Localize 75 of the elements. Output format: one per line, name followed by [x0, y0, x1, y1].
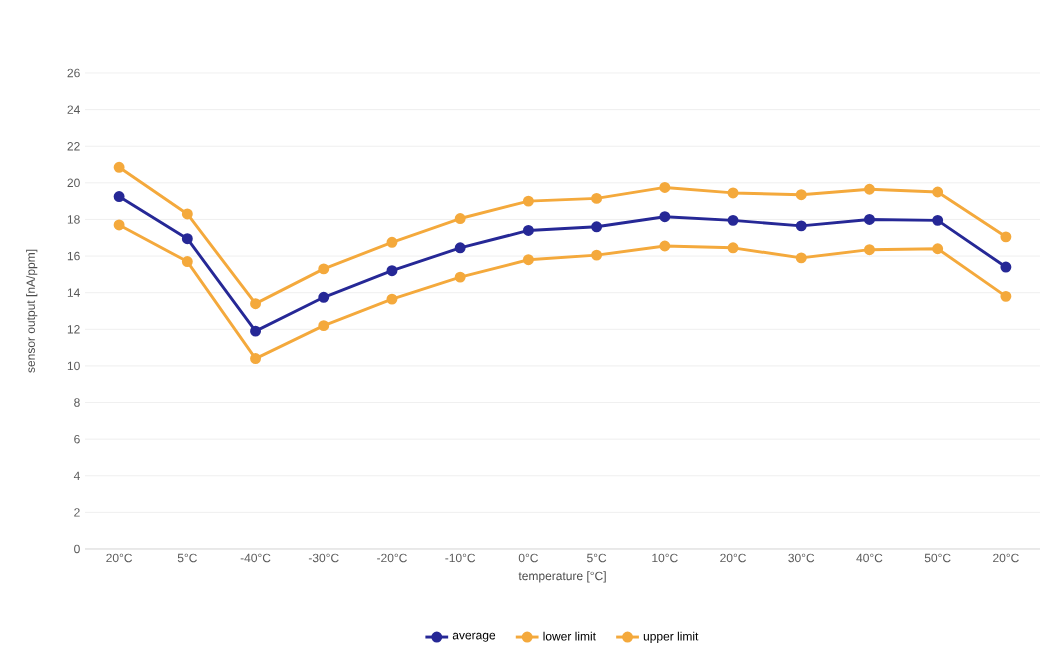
- point: [727, 187, 739, 199]
- point: [454, 213, 466, 225]
- point: [113, 191, 125, 203]
- point: [113, 219, 125, 231]
- point: [795, 220, 807, 232]
- point: [864, 244, 875, 256]
- x-axis-title: temperature [°C]: [518, 571, 606, 583]
- point: [727, 242, 739, 254]
- point: [932, 243, 944, 255]
- point: [386, 236, 398, 248]
- point: [454, 242, 466, 254]
- point: [181, 256, 193, 268]
- y-axis-title: sensor output [nA/ppm]: [26, 249, 38, 373]
- y-tick-label: 24: [67, 105, 80, 114]
- y-tick-label: 18: [67, 215, 80, 224]
- point: [932, 214, 944, 226]
- y-tick-label: 14: [67, 288, 80, 297]
- legend-label: lower limit: [543, 631, 596, 641]
- point: [113, 161, 125, 173]
- point: [250, 353, 262, 365]
- point: [795, 252, 807, 264]
- legend-label: upper limit: [643, 631, 699, 643]
- point: [591, 249, 603, 261]
- y-tick-label: 6: [74, 434, 80, 444]
- point: [864, 213, 875, 225]
- x-tick-label: 5°C: [177, 553, 197, 563]
- point: [250, 325, 262, 337]
- legend-label: average: [452, 632, 496, 642]
- x-tick-label: 20°C: [106, 553, 133, 563]
- x-tick-label: -10°C: [445, 553, 476, 563]
- point: [1000, 290, 1012, 302]
- x-tick-label: -20°C: [377, 553, 407, 563]
- y-tick-label: 2: [74, 508, 80, 517]
- y-tick-label: 22: [67, 142, 80, 151]
- point: [795, 189, 807, 201]
- y-tick-label: 10: [67, 361, 80, 371]
- point: [386, 293, 398, 305]
- point: [318, 320, 330, 332]
- point: [659, 211, 671, 223]
- point: [659, 240, 671, 252]
- x-tick-label: 0°C: [518, 553, 539, 563]
- point: [864, 183, 875, 195]
- x-tick-label: 50°C: [924, 553, 951, 563]
- y-tick-label: 16: [67, 251, 80, 261]
- x-tick-label: 10°C: [652, 553, 678, 563]
- x-tick-label: 20°C: [720, 553, 746, 563]
- point: [181, 233, 193, 245]
- point: [932, 186, 944, 198]
- x-tick-label: 40°C: [856, 553, 883, 563]
- y-tick-label: 12: [67, 325, 80, 334]
- point: [1000, 231, 1012, 243]
- point: [386, 265, 398, 277]
- point: [591, 192, 603, 204]
- y-tick-label: 26: [67, 68, 80, 78]
- point: [454, 271, 466, 283]
- point: [522, 254, 534, 266]
- y-tick-label: 4: [73, 471, 80, 480]
- x-tick-label: 30°C: [788, 553, 815, 563]
- x-tick-label: -40°C: [240, 553, 271, 563]
- point: [1000, 261, 1012, 273]
- point: [727, 214, 739, 226]
- x-tick-label: 20°C: [993, 553, 1019, 563]
- x-tick-label: 5°C: [587, 553, 607, 563]
- y-tick-label: 8: [74, 398, 80, 407]
- point: [522, 195, 534, 207]
- point: [659, 181, 671, 193]
- y-tick-label: 20: [67, 178, 80, 188]
- point: [250, 298, 262, 310]
- point: [318, 263, 330, 275]
- y-tick-label: 0: [74, 544, 80, 554]
- point: [522, 224, 534, 236]
- point: [591, 221, 603, 233]
- point: [181, 208, 193, 220]
- x-tick-label: -30°C: [308, 553, 339, 563]
- point: [318, 291, 330, 303]
